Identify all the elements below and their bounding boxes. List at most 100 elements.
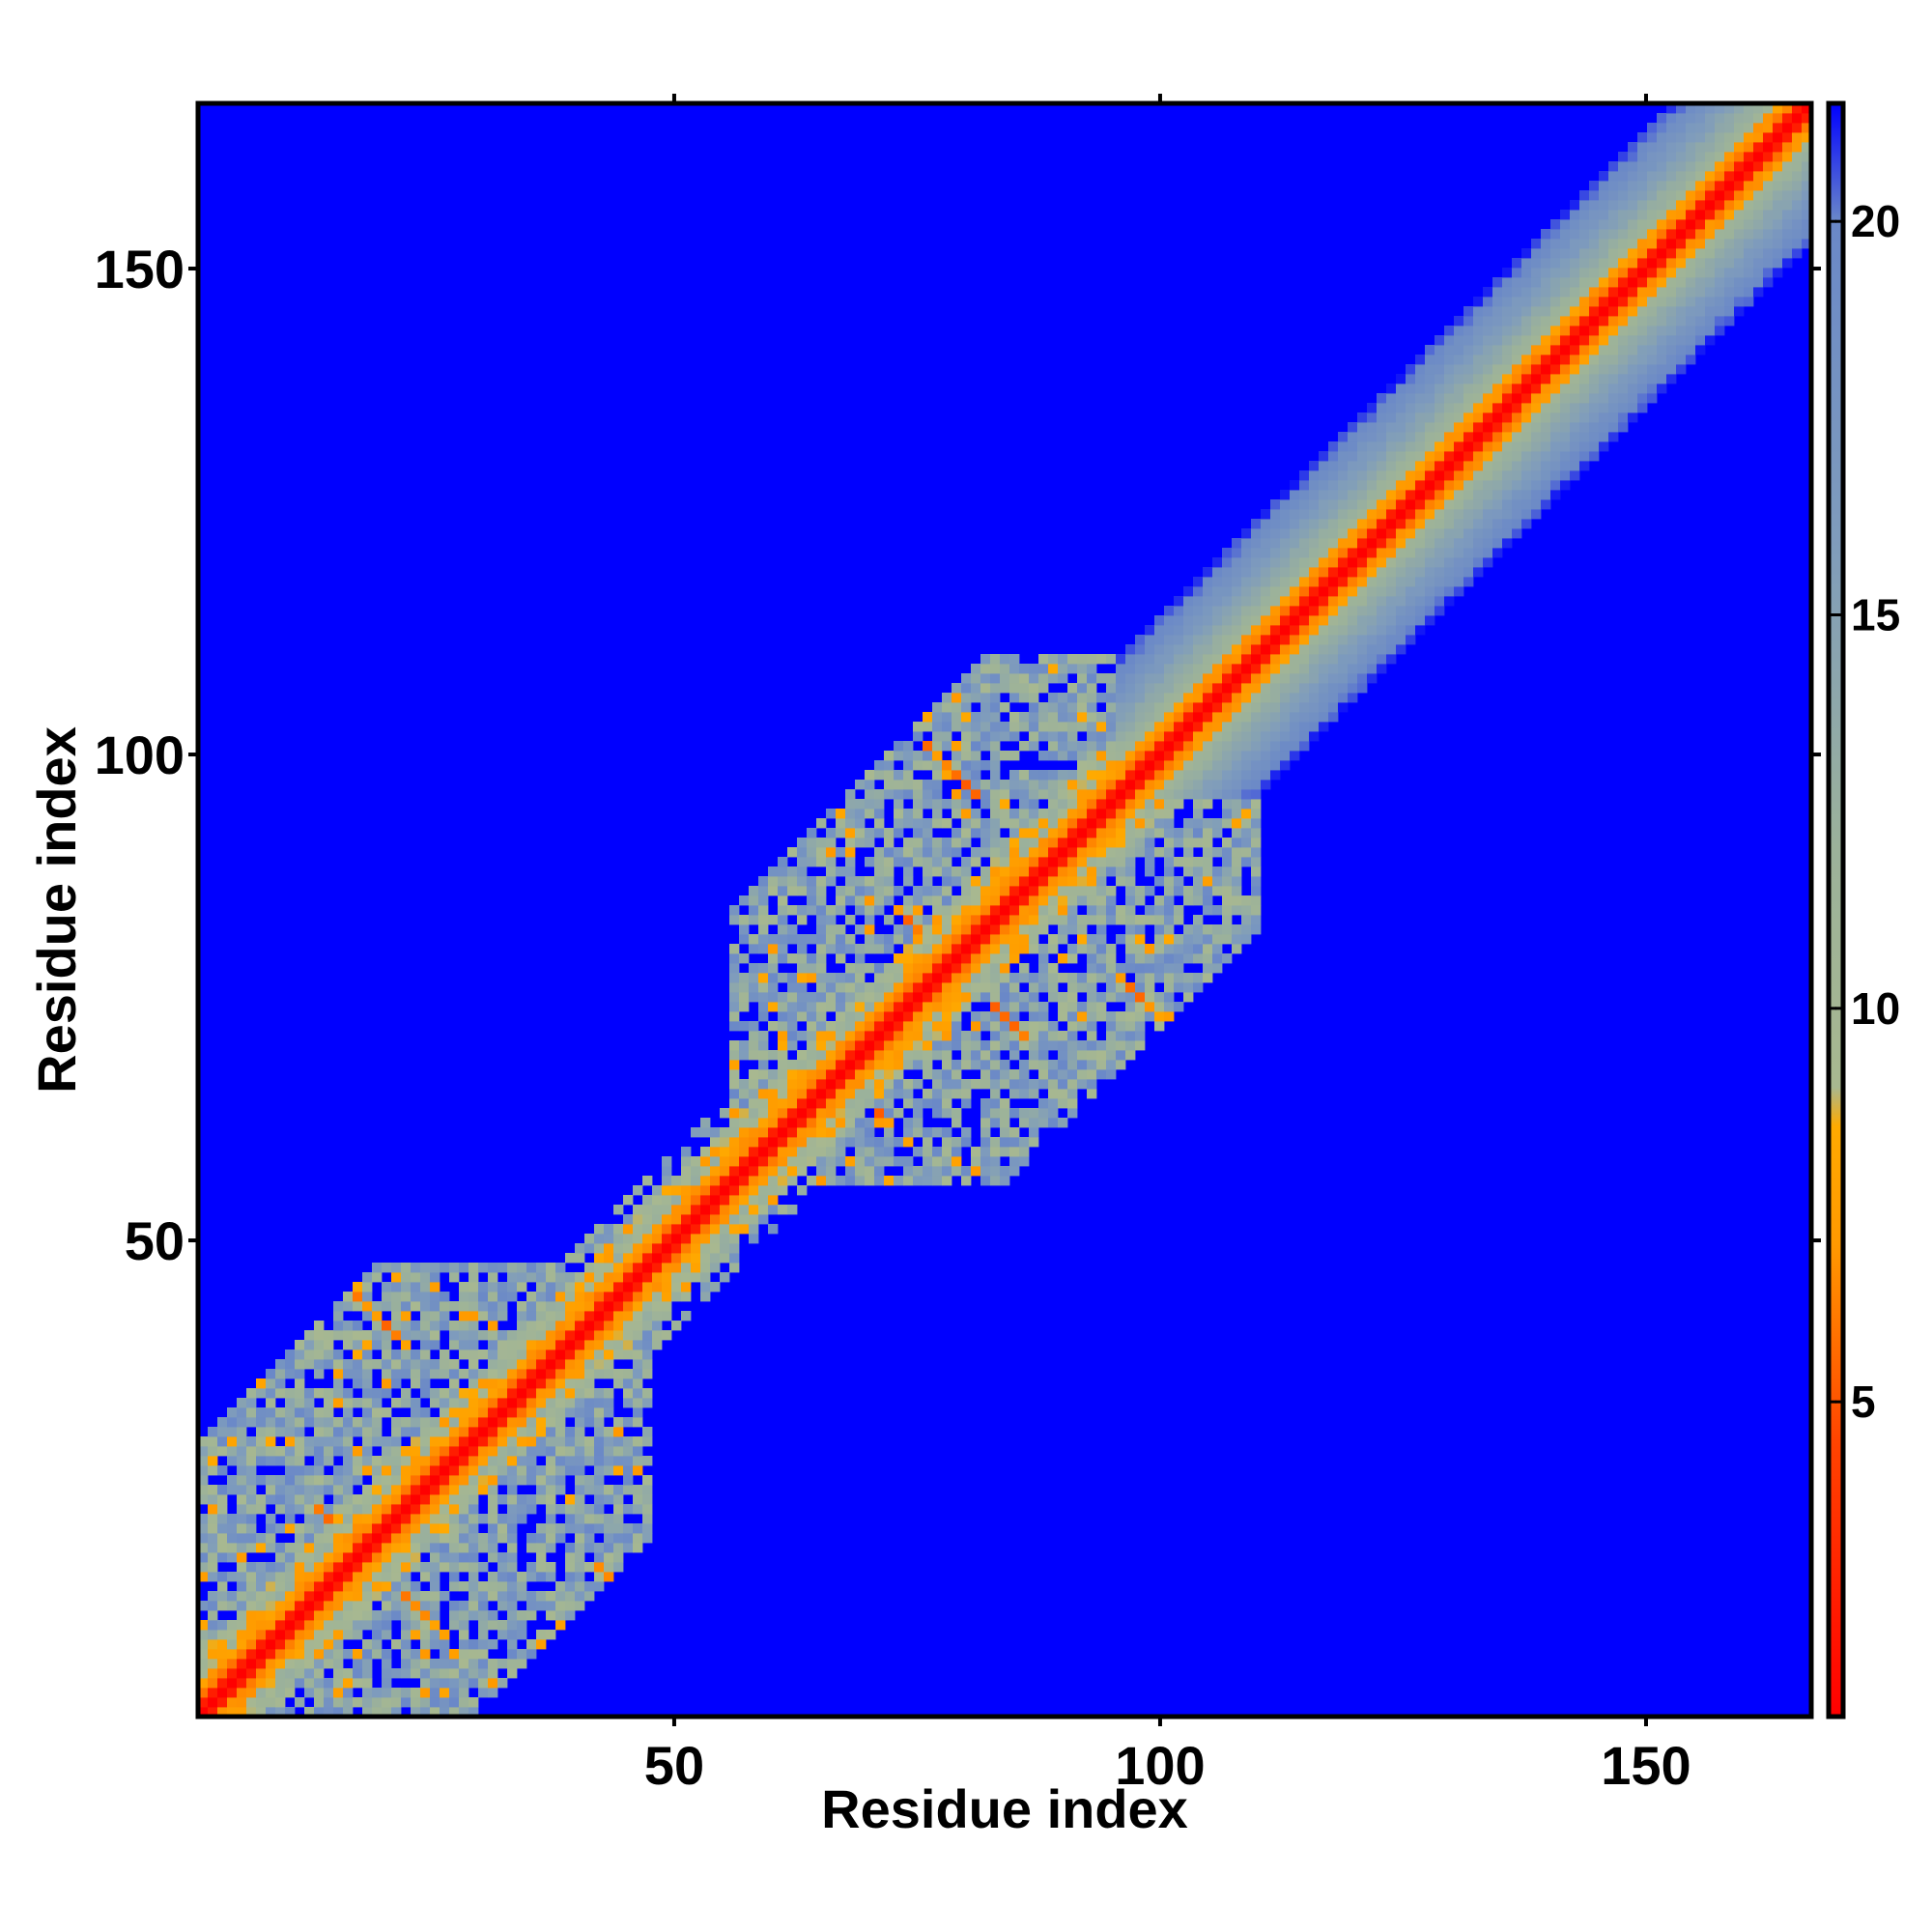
heatmap-cell: [1425, 441, 1435, 452]
heatmap-cell: [952, 992, 962, 1003]
heatmap-cell: [1444, 528, 1455, 539]
heatmap-cell: [401, 1533, 412, 1544]
heatmap-cell: [208, 1523, 218, 1534]
heatmap-cell: [778, 1205, 788, 1215]
heatmap-cell: [855, 886, 866, 896]
heatmap-cell: [865, 1031, 875, 1041]
heatmap-cell: [575, 1378, 585, 1389]
heatmap-cell: [1058, 741, 1068, 752]
heatmap-cell: [478, 1649, 489, 1660]
heatmap-cell: [382, 1475, 392, 1486]
heatmap-cell: [1019, 838, 1030, 848]
heatmap-cell: [449, 1581, 460, 1592]
heatmap-cell: [1531, 509, 1542, 520]
heatmap-cell: [449, 1562, 460, 1573]
heatmap-cell: [952, 1108, 962, 1119]
heatmap-cell: [720, 1205, 730, 1215]
heatmap-cell: [1125, 934, 1136, 945]
heatmap-cell: [391, 1533, 402, 1544]
heatmap-cell: [1193, 973, 1204, 983]
heatmap-cell: [961, 1127, 972, 1138]
heatmap-cell: [1077, 828, 1088, 838]
heatmap-cell: [304, 1601, 315, 1611]
heatmap-cell: [1290, 615, 1300, 626]
heatmap-cell: [275, 1369, 286, 1379]
heatmap-cell: [1579, 190, 1590, 201]
heatmap-cell: [913, 847, 923, 858]
heatmap-cell: [1396, 538, 1406, 549]
heatmap-cell: [1357, 606, 1368, 616]
heatmap-cell: [478, 1485, 489, 1495]
heatmap-cell: [304, 1446, 315, 1457]
heatmap-cell: [729, 1147, 740, 1157]
heatmap-cell: [420, 1321, 431, 1331]
heatmap-cell: [565, 1601, 576, 1611]
heatmap-cell: [353, 1552, 363, 1563]
heatmap-cell: [488, 1456, 498, 1466]
heatmap-cell: [304, 1407, 315, 1418]
heatmap-cell: [555, 1292, 566, 1302]
heatmap-cell: [1135, 722, 1146, 732]
heatmap-cell: [1077, 867, 1088, 877]
heatmap-cell: [1463, 470, 1474, 481]
heatmap-cell: [1000, 1098, 1010, 1109]
heatmap-cell: [565, 1446, 576, 1457]
heatmap-cell: [1000, 1137, 1010, 1148]
heatmap-cell: [1463, 461, 1474, 471]
heatmap-cell: [420, 1292, 431, 1302]
heatmap-cell: [1463, 335, 1474, 346]
heatmap-cell: [217, 1427, 228, 1437]
heatmap-cell: [1290, 751, 1300, 761]
heatmap-cell: [874, 1089, 885, 1099]
heatmap-cell: [1116, 818, 1126, 829]
heatmap-cell: [932, 702, 943, 713]
heatmap-cell: [980, 1166, 991, 1177]
heatmap-cell: [1328, 644, 1339, 655]
heatmap-cell: [749, 1098, 759, 1109]
heatmap-cell: [903, 1156, 914, 1167]
heatmap-cell: [652, 1195, 663, 1206]
heatmap-cell: [594, 1263, 605, 1273]
heatmap-cell: [874, 789, 885, 800]
heatmap-cell: [295, 1630, 305, 1640]
heatmap-cell: [1502, 480, 1513, 491]
heatmap-cell: [459, 1678, 469, 1689]
heatmap-cell: [1203, 838, 1213, 848]
heatmap-cell: [990, 683, 1001, 694]
heatmap-cell: [1270, 548, 1281, 558]
heatmap-cell: [420, 1263, 431, 1273]
heatmap-cell: [932, 924, 943, 935]
heatmap-cell: [285, 1359, 296, 1370]
heatmap-cell: [343, 1388, 354, 1399]
heatmap-cell: [565, 1359, 576, 1370]
heatmap-cell: [488, 1523, 498, 1534]
heatmap-cell: [613, 1330, 624, 1341]
heatmap-cell: [1338, 528, 1349, 539]
heatmap-cell: [942, 1002, 952, 1012]
heatmap-cell: [739, 1118, 750, 1128]
heatmap-cell: [1512, 461, 1522, 471]
heatmap-cell: [1096, 799, 1107, 810]
heatmap-cell: [420, 1350, 431, 1360]
heatmap-cell: [932, 982, 943, 993]
heatmap-cell: [778, 1147, 788, 1157]
heatmap-cell: [401, 1523, 412, 1534]
heatmap-cell: [1357, 509, 1368, 520]
heatmap-cell: [1415, 412, 1426, 423]
heatmap-cell: [594, 1282, 605, 1293]
heatmap-cell: [1541, 451, 1551, 462]
heatmap-cell: [1454, 499, 1464, 510]
heatmap-cell: [304, 1533, 315, 1544]
heatmap-cell: [1319, 693, 1329, 703]
heatmap-cell: [469, 1581, 479, 1592]
heatmap-cell: [1116, 664, 1126, 674]
heatmap-cell: [1116, 789, 1126, 800]
heatmap-cell: [526, 1321, 537, 1331]
heatmap-cell: [1251, 654, 1262, 665]
heatmap-cell: [237, 1552, 247, 1563]
heatmap-cell: [768, 1166, 779, 1177]
heatmap-cell: [1463, 557, 1474, 568]
heatmap-cell: [565, 1301, 576, 1312]
heatmap-cell: [217, 1523, 228, 1534]
heatmap-cell: [1444, 374, 1455, 384]
